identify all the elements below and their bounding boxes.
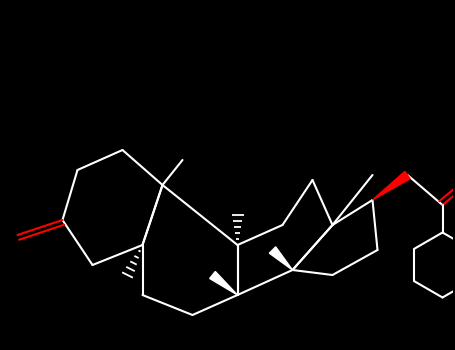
- Polygon shape: [210, 272, 238, 295]
- Polygon shape: [373, 172, 410, 200]
- Polygon shape: [269, 247, 293, 270]
